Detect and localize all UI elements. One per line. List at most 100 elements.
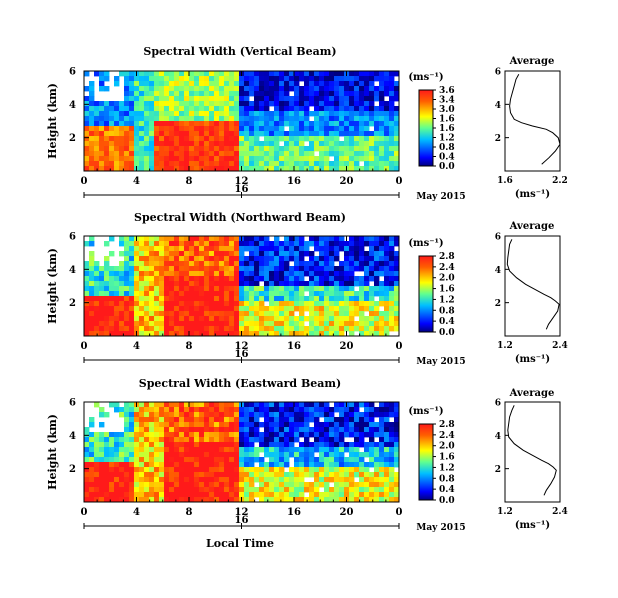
heatmap-cell <box>304 422 310 428</box>
heatmap-cell <box>169 487 175 493</box>
heatmap-cell <box>264 156 270 162</box>
heatmap-cell <box>224 261 230 267</box>
heatmap-cell <box>214 482 220 488</box>
heatmap-cell <box>339 321 345 327</box>
heatmap-cell <box>234 487 240 493</box>
heatmap-cell <box>349 81 355 87</box>
heatmap-cell <box>354 111 360 117</box>
heatmap-cell <box>279 126 285 132</box>
heatmap-cell <box>389 106 395 112</box>
heatmap-cell <box>169 452 175 458</box>
heatmap-cell <box>349 477 355 483</box>
heatmap-cell <box>244 497 250 503</box>
heatmap-cell <box>104 467 110 473</box>
heatmap-cell <box>219 136 225 142</box>
heatmap-cell <box>344 106 350 112</box>
date-label: May 2015 <box>416 523 465 533</box>
heatmap-cell <box>264 467 270 473</box>
heatmap-cell <box>269 136 275 142</box>
heatmap-cell <box>214 121 220 127</box>
heatmap-cell <box>279 316 285 322</box>
heatmap-cell <box>154 472 160 478</box>
heatmap-cell <box>289 116 295 122</box>
heatmap-cell <box>329 106 335 112</box>
heatmap-cell <box>154 131 160 137</box>
heatmap-cell <box>139 81 145 87</box>
heatmap-cell <box>289 402 295 408</box>
heatmap-cell <box>234 81 240 87</box>
heatmap-cell <box>184 166 190 172</box>
colorbar-tick-label: 1.2 <box>439 134 455 144</box>
heatmap-cell <box>259 166 265 172</box>
heatmap-cell <box>124 236 130 242</box>
heatmap-cell <box>204 76 210 82</box>
heatmap-cell <box>349 331 355 337</box>
heatmap-cell <box>109 166 115 172</box>
heatmap-cell <box>319 241 325 247</box>
heatmap-cell <box>274 256 280 262</box>
heatmap-cell <box>184 326 190 332</box>
heatmap-cell <box>299 236 305 242</box>
heatmap-cell <box>239 477 245 483</box>
heatmap-cell <box>284 442 290 448</box>
heatmap-cell <box>289 266 295 272</box>
heatmap-cell <box>264 161 270 167</box>
heatmap-cell <box>204 427 210 433</box>
heatmap-cell <box>104 166 110 172</box>
heatmap-cell <box>369 241 375 247</box>
heatmap-cell <box>249 331 255 337</box>
heatmap-cell <box>379 251 385 257</box>
heatmap-cell <box>354 487 360 493</box>
heatmap-cell <box>259 276 265 282</box>
heatmap-cell <box>179 146 185 152</box>
heatmap-cell <box>154 417 160 423</box>
heatmap-cell <box>169 472 175 478</box>
heatmap-cell <box>254 331 260 337</box>
heatmap-cell <box>239 412 245 418</box>
heatmap-cell <box>219 442 225 448</box>
heatmap-cell <box>124 417 130 423</box>
heatmap-cell <box>349 301 355 307</box>
heatmap-cell <box>334 417 340 423</box>
heatmap-cell <box>179 482 185 488</box>
heatmap-cell <box>269 492 275 498</box>
heatmap-cell <box>194 71 200 77</box>
heatmap-cell <box>349 447 355 453</box>
heatmap-cell <box>269 331 275 337</box>
heatmap-cell <box>94 146 100 152</box>
heatmap-cell <box>254 101 260 107</box>
heatmap-cell <box>394 427 400 433</box>
heatmap-cell <box>144 76 150 82</box>
heatmap-cell <box>319 251 325 257</box>
heatmap-cell <box>234 321 240 327</box>
heatmap-cell <box>314 261 320 267</box>
heatmap-cell <box>184 291 190 297</box>
heatmap-cell <box>174 296 180 302</box>
heatmap-cell <box>349 321 355 327</box>
heatmap-cell <box>344 141 350 147</box>
heatmap-cell <box>159 482 165 488</box>
heatmap-cell <box>169 432 175 438</box>
heatmap-cell <box>224 457 230 463</box>
heatmap-cell <box>184 276 190 282</box>
heatmap-cell <box>279 306 285 312</box>
heatmap-cell <box>354 422 360 428</box>
heatmap-cell <box>304 301 310 307</box>
heatmap-cell <box>394 321 400 327</box>
heatmap-cell <box>139 472 145 478</box>
heatmap-cell <box>334 136 340 142</box>
heatmap-cell <box>389 151 395 157</box>
heatmap-cell <box>209 442 215 448</box>
heatmap-cell <box>269 447 275 453</box>
heatmap-cell <box>144 326 150 332</box>
colorbar-tick-label: 0.4 <box>439 317 455 327</box>
heatmap-cell <box>364 236 370 242</box>
heatmap-cell <box>369 306 375 312</box>
heatmap-cell <box>129 86 135 92</box>
heatmap-cell <box>329 131 335 137</box>
heatmap-cell <box>364 321 370 327</box>
heatmap-cell <box>249 161 255 167</box>
heatmap-cell <box>99 76 105 82</box>
heatmap-cell <box>334 462 340 468</box>
heatmap-cell <box>329 447 335 453</box>
